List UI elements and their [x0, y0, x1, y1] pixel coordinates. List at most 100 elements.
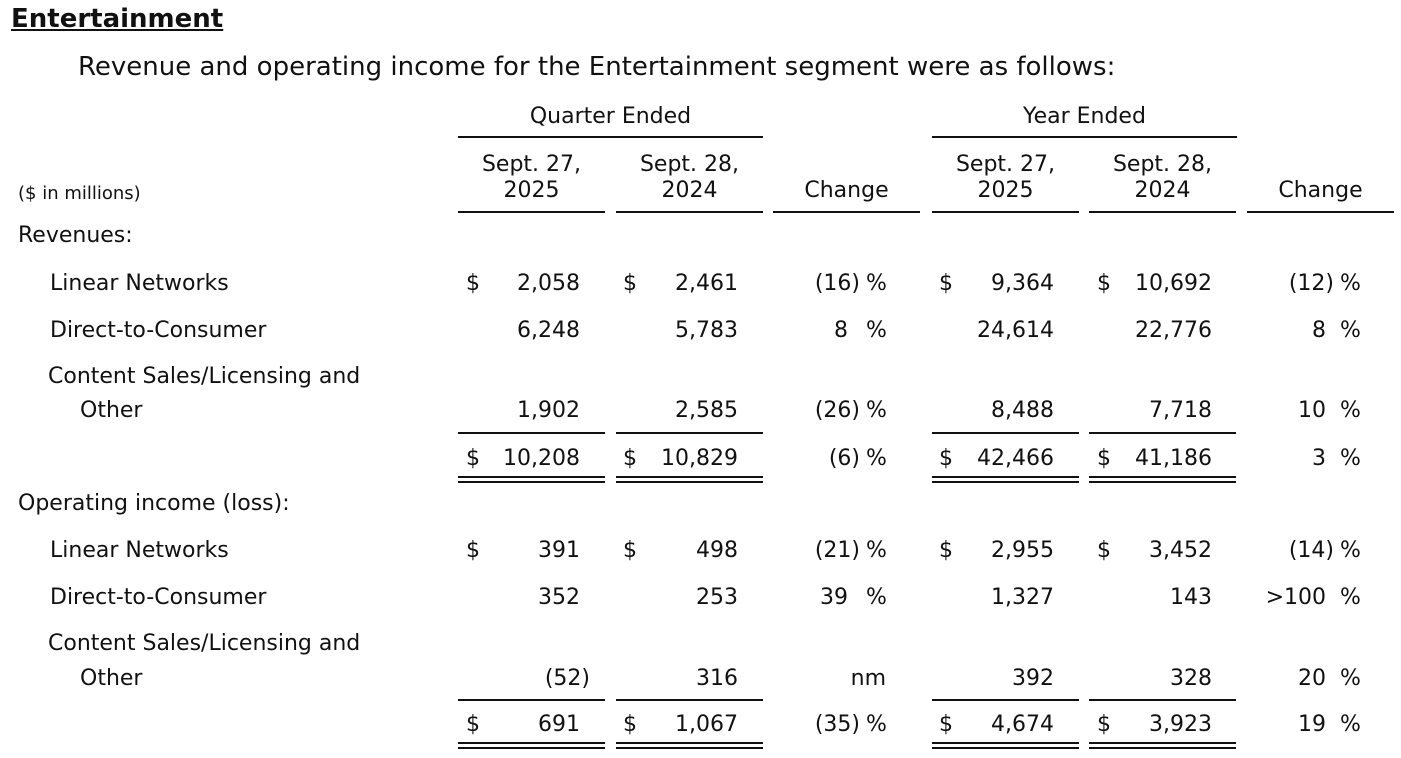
- value-q-cur: 1,902: [517, 398, 580, 423]
- value-q-prev: 5,783: [675, 318, 738, 343]
- value-y-cur: 9,364: [991, 271, 1054, 296]
- col-header-y-prev: Sept. 28, 2024: [1089, 152, 1236, 204]
- dollar-sign: $: [1097, 712, 1111, 737]
- percent-sign: %: [1340, 271, 1361, 296]
- value-y-change: 20: [1298, 666, 1326, 691]
- value-q-cur: (52): [544, 666, 590, 691]
- col-header-y-change: Change: [1278, 178, 1363, 203]
- col-header-y-cur: Sept. 27, 2025: [932, 152, 1079, 204]
- value-q-cur: 391: [538, 538, 580, 563]
- value-q-change: 39: [820, 585, 848, 610]
- dollar-sign: $: [623, 538, 637, 563]
- value-q-prev: 1,067: [675, 712, 738, 737]
- subtotal-rule: [932, 699, 1079, 701]
- percent-sign: %: [1340, 585, 1361, 610]
- dollar-sign: $: [466, 271, 480, 296]
- subtotal-rule: [1089, 432, 1236, 434]
- value-y-change: 10: [1298, 398, 1326, 423]
- total-double-rule: [458, 742, 605, 749]
- value-y-cur: 2,955: [991, 538, 1054, 563]
- value-y-prev: 3,452: [1149, 538, 1212, 563]
- dollar-sign: $: [939, 712, 953, 737]
- value-y-prev: 3,923: [1149, 712, 1212, 737]
- col-header-y-prev-line1: Sept. 28,: [1112, 152, 1213, 177]
- value-y-cur: 4,674: [991, 712, 1054, 737]
- subtotal-rule: [616, 432, 763, 434]
- col-header-q-cur-line1: Sept. 27,: [481, 152, 582, 177]
- row-label-line2: Other: [80, 666, 143, 691]
- value-q-cur: 352: [538, 585, 580, 610]
- header-rule-q-cur: [458, 211, 605, 213]
- value-y-change: 19: [1298, 712, 1326, 737]
- col-header-q-change: Change: [804, 178, 889, 203]
- dollar-sign: $: [466, 446, 480, 471]
- subtotal-rule: [458, 699, 605, 701]
- header-rule-y-prev: [1089, 211, 1236, 213]
- value-y-cur: 392: [1012, 666, 1054, 691]
- quarter-ended-header: Quarter Ended: [529, 104, 692, 129]
- col-header-q-prev: Sept. 28, 2024: [616, 152, 763, 204]
- year-ended-header: Year Ended: [1023, 104, 1146, 129]
- col-header-y-cur-line2: 2025: [977, 178, 1034, 203]
- percent-sign: %: [866, 538, 887, 563]
- percent-sign: %: [866, 271, 887, 296]
- intro-text: Revenue and operating income for the Ent…: [78, 52, 1116, 82]
- total-double-rule: [616, 476, 763, 483]
- value-q-change: (26): [814, 398, 860, 423]
- value-y-cur: 1,327: [991, 585, 1054, 610]
- percent-sign: %: [1340, 446, 1361, 471]
- percent-sign: %: [866, 712, 887, 737]
- row-label-line1: Content Sales/Licensing and: [48, 364, 361, 389]
- total-double-rule: [1089, 476, 1236, 483]
- col-header-y-prev-line2: 2024: [1134, 178, 1191, 203]
- value-q-change: (21): [814, 538, 860, 563]
- dollar-sign: $: [466, 712, 480, 737]
- value-q-prev: 2,461: [675, 271, 738, 296]
- value-y-change: (14): [1288, 538, 1334, 563]
- percent-sign: %: [1340, 398, 1361, 423]
- col-header-q-prev-line1: Sept. 28,: [639, 152, 740, 177]
- value-q-prev: 316: [696, 666, 738, 691]
- dollar-sign: $: [623, 712, 637, 737]
- header-rule-q-chg: [773, 211, 920, 213]
- value-q-prev: 2,585: [675, 398, 738, 423]
- value-q-cur: 6,248: [517, 318, 580, 343]
- value-q-change: (6): [828, 446, 860, 471]
- subtotal-rule: [616, 699, 763, 701]
- value-y-change: (12): [1288, 271, 1334, 296]
- value-y-cur: 42,466: [977, 446, 1054, 471]
- col-header-y-cur-line1: Sept. 27,: [955, 152, 1056, 177]
- value-y-prev: 22,776: [1135, 318, 1212, 343]
- revenues-heading: Revenues:: [18, 223, 133, 248]
- subtotal-rule: [1089, 699, 1236, 701]
- percent-sign: %: [866, 446, 887, 471]
- value-y-prev: 10,692: [1135, 271, 1212, 296]
- header-rule-y-cur: [932, 211, 1079, 213]
- value-y-prev: 41,186: [1135, 446, 1212, 471]
- value-q-change: 8: [834, 318, 848, 343]
- dollar-sign: $: [939, 271, 953, 296]
- row-label-line2: Other: [80, 398, 143, 423]
- dollar-sign: $: [939, 446, 953, 471]
- percent-sign: %: [1340, 712, 1361, 737]
- col-header-q-prev-line2: 2024: [661, 178, 718, 203]
- value-q-prev: 10,829: [661, 446, 738, 471]
- dollar-sign: $: [623, 446, 637, 471]
- total-double-rule: [932, 742, 1079, 749]
- percent-sign: %: [1340, 318, 1361, 343]
- value-q-change: (35): [814, 712, 860, 737]
- year-ended-rule: [932, 136, 1237, 138]
- dollar-sign: $: [1097, 271, 1111, 296]
- operating-income-heading: Operating income (loss):: [18, 491, 290, 516]
- value-q-change: nm: [850, 666, 886, 691]
- percent-sign: %: [1340, 538, 1361, 563]
- value-q-change: (16): [814, 271, 860, 296]
- col-header-q-cur: Sept. 27, 2025: [458, 152, 605, 204]
- dollar-sign: $: [623, 271, 637, 296]
- percent-sign: %: [866, 318, 887, 343]
- quarter-ended-rule: [458, 136, 763, 138]
- total-double-rule: [932, 476, 1079, 483]
- value-q-cur: 691: [538, 712, 580, 737]
- value-q-cur: 2,058: [517, 271, 580, 296]
- percent-sign: %: [866, 398, 887, 423]
